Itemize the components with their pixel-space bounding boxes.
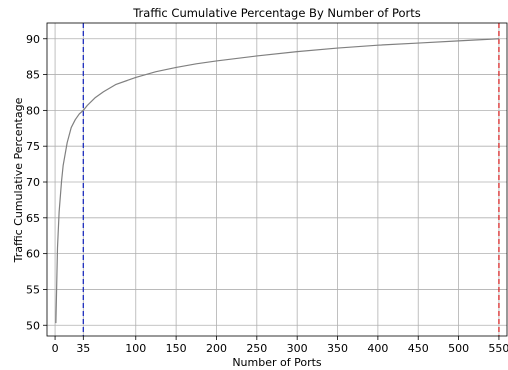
series-line <box>55 38 499 324</box>
y-tick-label: 75 <box>26 140 40 153</box>
reference-lines <box>82 23 500 336</box>
x-tick-label: 300 <box>287 342 308 355</box>
y-tick-label: 50 <box>26 319 40 332</box>
grid <box>47 23 507 336</box>
x-axis: 0 35 100 150 200 250 300 350 400 450 500 550 <box>52 336 508 355</box>
x-tick-label: 35 <box>76 342 90 355</box>
y-tick-label: 65 <box>26 212 40 225</box>
x-tick-label: 450 <box>408 342 429 355</box>
y-axis-title: Traffic Cumulative Percentage <box>12 97 25 263</box>
plot-frame <box>46 22 508 337</box>
x-tick-label: 350 <box>327 342 348 355</box>
x-tick-label: 250 <box>246 342 267 355</box>
chart-title: Traffic Cumulative Percentage By Number … <box>132 6 421 20</box>
y-tick-label: 90 <box>26 33 40 46</box>
y-tick-label: 85 <box>26 69 40 82</box>
x-tick-label: 100 <box>125 342 146 355</box>
y-axis: 50 55 60 65 70 75 80 85 90 <box>26 33 47 332</box>
x-tick-label: 150 <box>166 342 187 355</box>
y-tick-label: 60 <box>26 248 40 261</box>
y-tick-label: 55 <box>26 283 40 296</box>
x-axis-title: Number of Ports <box>232 356 322 369</box>
y-tick-label: 80 <box>26 104 40 117</box>
x-tick-label: 0 <box>52 342 59 355</box>
x-tick-label: 400 <box>367 342 388 355</box>
x-tick-label: 500 <box>448 342 469 355</box>
y-tick-label: 70 <box>26 176 40 189</box>
series <box>55 38 499 324</box>
x-tick-label: 200 <box>206 342 227 355</box>
x-tick-label: 550 <box>488 342 508 355</box>
